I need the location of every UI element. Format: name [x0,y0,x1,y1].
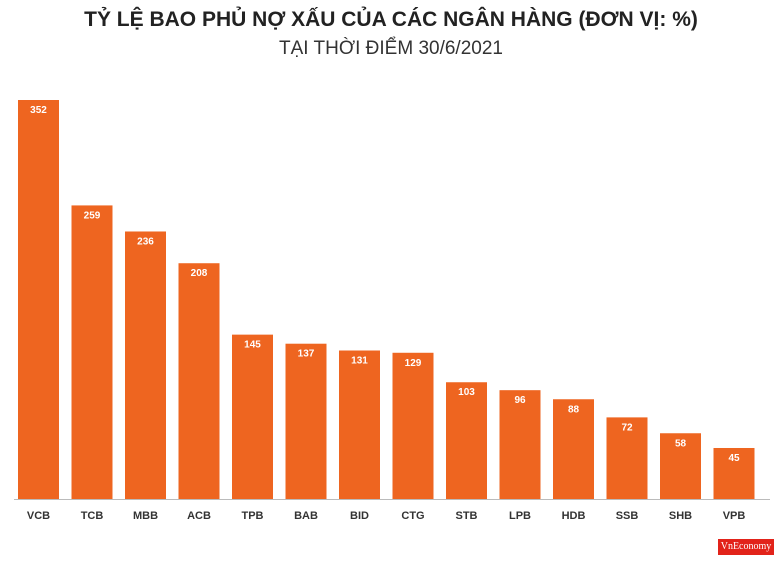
x-tick-label: LPB [509,510,531,522]
x-tick-label: SSB [616,510,639,522]
vneconomy-logo: VnEconomy [718,539,774,555]
bar-mbb [125,231,166,499]
x-tick-label: HDB [562,510,586,522]
x-tick-label: BAB [294,510,318,522]
x-tick-label: TPB [242,510,264,522]
data-label: 72 [621,422,633,433]
data-label: 236 [137,236,154,247]
x-tick-label: VPB [723,510,746,522]
x-tick-label: STB [456,510,478,522]
x-tick-label: SHB [669,510,692,522]
chart-subtitle: TẠI THỜI ĐIỂM 30/6/2021 [279,38,503,59]
bar-ctg [392,352,434,499]
bar-bab [285,343,327,499]
bar-ssb [606,417,648,499]
data-label: 259 [84,210,101,221]
x-tick-label: ACB [187,510,211,522]
bar-tpb [232,334,273,499]
data-label: 58 [675,438,687,449]
data-label: 96 [514,395,526,406]
bar-bid [339,350,380,499]
data-label: 45 [728,453,740,464]
x-tick-label: VCB [27,510,50,522]
bar-acb [178,263,220,499]
chart-title: TỶ LỆ BAO PHỦ NỢ XẤU CỦA CÁC NGÂN HÀNG (… [84,8,698,31]
data-label: 103 [458,387,475,398]
data-label: 145 [244,340,261,351]
data-label: 131 [351,356,368,367]
data-label: 352 [30,105,47,116]
bar-vcb [18,100,59,499]
data-label: 208 [191,268,208,279]
x-tick-label: BID [350,510,369,522]
data-label: 129 [405,358,422,369]
bar-stb [446,382,487,499]
bar-shb [660,433,701,499]
data-label: 88 [568,404,580,415]
bar-tcb [71,205,113,500]
data-label: 137 [298,349,315,360]
x-tick-label: MBB [133,510,158,522]
x-tick-label: TCB [81,510,104,522]
bar-lpb [499,390,541,499]
x-tick-label: CTG [401,510,424,522]
bar-vpb [713,447,755,499]
bar-hdb [553,399,594,499]
